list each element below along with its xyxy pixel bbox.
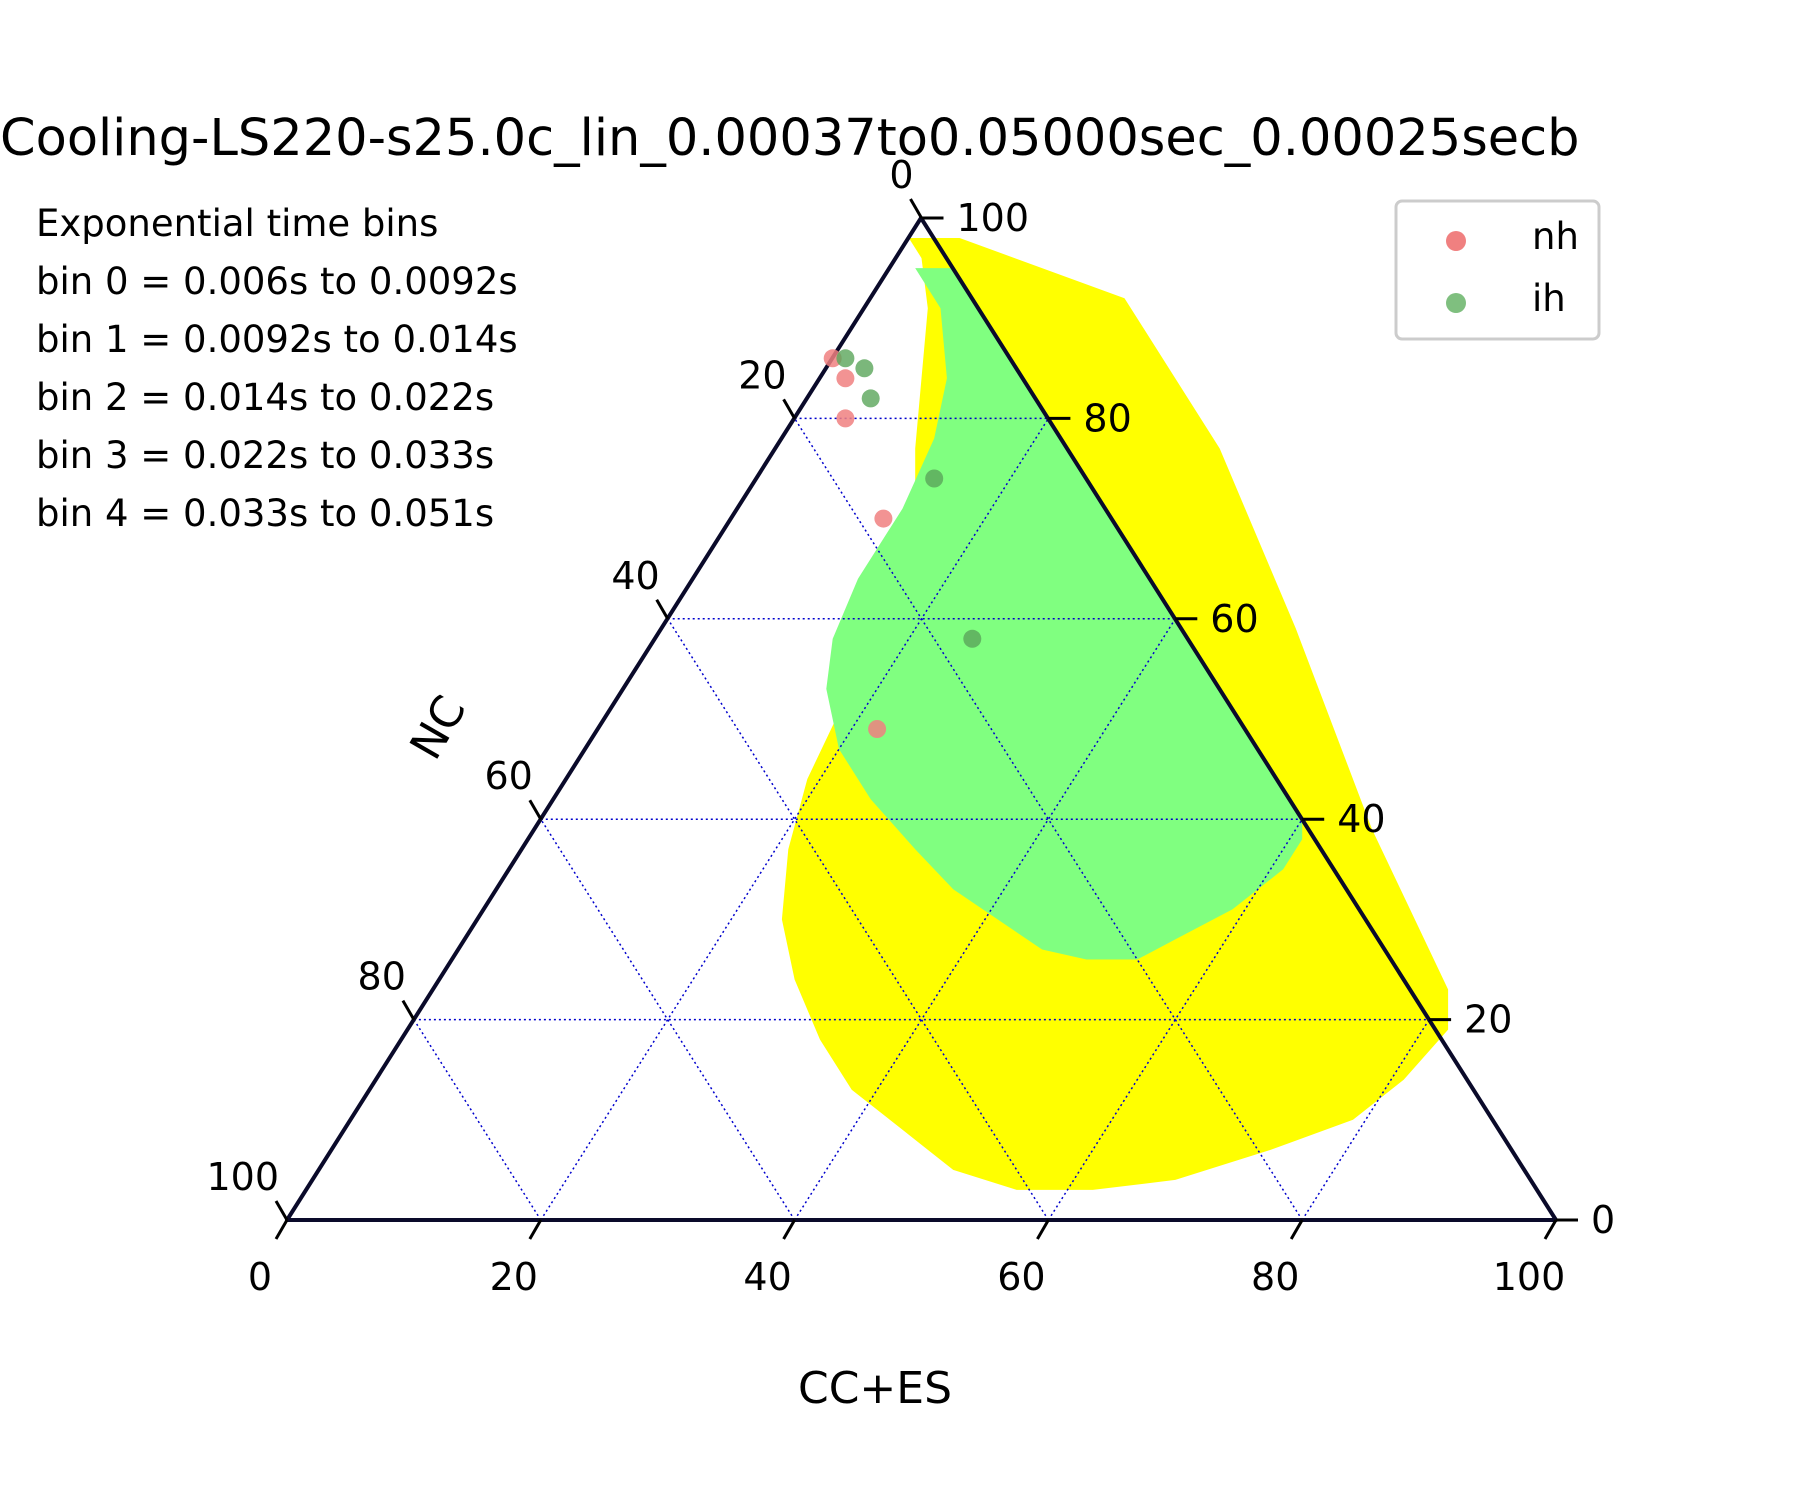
axis-ticks: 0 0 0 20 20 20 40 40 40 60 60 60 80 80 80 100 100 100: [206, 153, 1615, 1299]
tick-bottom-60: [1036, 1219, 1050, 1240]
point-ih-4: [963, 629, 982, 648]
tick-label-bottom-20: 20: [490, 1255, 538, 1299]
grid-line-nc-80: [793, 417, 1303, 1221]
point-ih-3: [925, 469, 944, 488]
tick-label-left-100: 100: [206, 1155, 279, 1199]
grid-line-nc-20: [413, 1019, 542, 1221]
tick-label-bottom-0: 0: [248, 1255, 272, 1299]
triangle-outline: [285, 216, 1558, 1222]
tick-left-60: [528, 799, 543, 820]
tick-left-20: [782, 398, 796, 420]
tick-bottom-0: [274, 1219, 289, 1240]
tick-label-right-60: 60: [1210, 597, 1258, 641]
annotation-bin-4: bin 4 = 0.033s to 0.051s: [36, 492, 494, 535]
point-nh-0: [823, 349, 842, 368]
annotation-heading: Exponential time bins: [36, 202, 438, 245]
tick-label-left-20: 20: [738, 353, 786, 397]
chart-title: Cooling-LS220-s25.0c_lin_0.00037to0.0500…: [0, 109, 1580, 168]
legend-label-nh: nh: [1532, 215, 1579, 258]
annotation-bin-3: bin 3 = 0.022s to 0.033s: [36, 434, 494, 477]
tick-label-right-80: 80: [1083, 396, 1131, 440]
tick-label-bottom-40: 40: [743, 1255, 791, 1299]
annotation-bin-0: bin 0 = 0.006s to 0.0092s: [36, 260, 518, 303]
tick-label-right-40: 40: [1337, 797, 1385, 841]
data-points: [823, 349, 982, 738]
tick-label-bottom-100: 100: [1493, 1255, 1566, 1299]
grid-lines: [413, 417, 1430, 1221]
legend: nh ih: [1394, 199, 1601, 341]
annotation-bin-2: bin 2 = 0.014s to 0.022s: [36, 376, 494, 419]
annotation-block: Exponential time bins bin 0 = 0.006s to …: [36, 202, 518, 535]
grid-line-cc-20: [540, 417, 1050, 1221]
confidence-regions: [781, 238, 1449, 1190]
tick-bottom-80: [1289, 1219, 1304, 1240]
point-nh-4: [868, 720, 887, 738]
green-region: [826, 268, 1303, 960]
legend-marker-ih: [1446, 293, 1466, 313]
tick-label-bottom-80: 80: [1251, 1255, 1299, 1299]
tick-left-100: [274, 1200, 289, 1221]
tick-label-left-60: 60: [484, 754, 532, 798]
legend-marker-nh: [1446, 231, 1466, 251]
tick-left-40: [655, 599, 669, 620]
grid-line-cc-60: [1047, 818, 1303, 1221]
tick-label-left-40: 40: [611, 554, 659, 598]
tick-label-left-80: 80: [358, 955, 406, 999]
point-nh-2: [836, 409, 855, 428]
legend-label-ih: ih: [1532, 277, 1566, 320]
point-ih-0: [836, 349, 855, 368]
point-nh-1: [836, 369, 855, 388]
annotation-bin-1: bin 1 = 0.0092s to 0.014s: [36, 318, 518, 361]
tick-left-0: [909, 198, 923, 219]
tick-label-left-0: 0: [889, 153, 913, 197]
point-ih-1: [855, 359, 874, 378]
left-axis-label: NC: [400, 687, 476, 768]
grid-line-nc-40: [540, 818, 796, 1221]
tick-bottom-40: [782, 1219, 796, 1240]
point-nh-3: [874, 509, 893, 528]
tick-bottom-20: [528, 1219, 543, 1240]
tick-label-bottom-60: 60: [997, 1255, 1045, 1299]
grid-line-cc-40: [793, 618, 1176, 1221]
right-axis-label: IBD: [0, 0, 39, 11]
tick-label-right-0: 0: [1591, 1198, 1615, 1242]
bottom-axis-label: CC+ES: [798, 1363, 952, 1414]
tick-bottom-100: [1543, 1219, 1558, 1240]
grid-line-nc-60: [667, 618, 1050, 1221]
tick-label-right-100: 100: [957, 196, 1030, 240]
point-ih-2: [861, 389, 880, 408]
tick-label-right-20: 20: [1464, 998, 1512, 1042]
tick-left-80: [401, 999, 416, 1021]
triangle-frame: [285, 216, 1558, 1222]
